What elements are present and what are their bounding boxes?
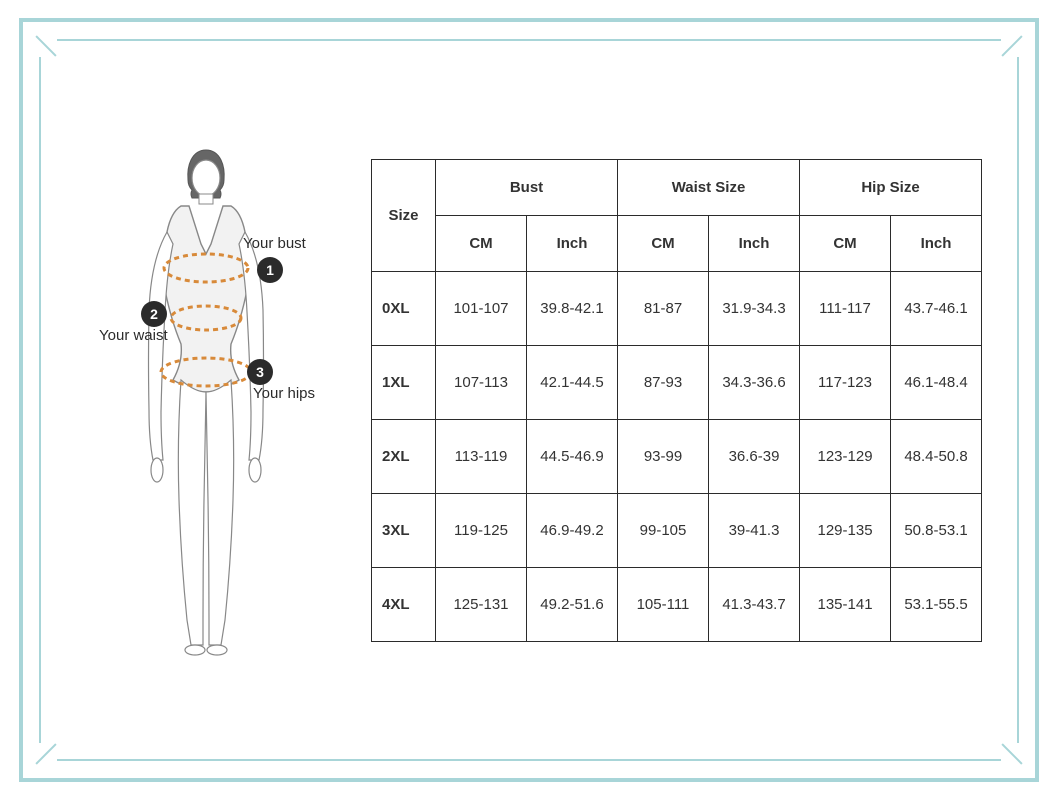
size-table-body: 0XL 101-107 39.8-42.1 81-87 31.9-34.3 11… [372, 271, 982, 641]
size-cell: 3XL [372, 493, 436, 567]
col-bust-header: Bust [436, 159, 618, 215]
data-cell: 31.9-34.3 [709, 271, 800, 345]
marker-3-number: 3 [256, 364, 264, 380]
data-cell: 50.8-53.1 [891, 493, 982, 567]
sub-inch: Inch [709, 215, 800, 271]
size-cell: 1XL [372, 345, 436, 419]
outer-frame: 1 Your bust 2 Your waist 3 Your hips [19, 18, 1039, 782]
marker-2-number: 2 [150, 306, 158, 322]
content-row: 1 Your bust 2 Your waist 3 Your hips [41, 41, 1017, 759]
data-cell: 44.5-46.9 [527, 419, 618, 493]
body-diagram: 1 Your bust 2 Your waist 3 Your hips [41, 41, 371, 759]
data-cell: 53.1-55.5 [891, 567, 982, 641]
data-cell: 81-87 [618, 271, 709, 345]
marker-1-number: 1 [266, 262, 274, 278]
marker-3: 3 [247, 359, 273, 385]
data-cell: 123-129 [800, 419, 891, 493]
marker-3-label: Your hips [253, 385, 315, 402]
data-cell: 39-41.3 [709, 493, 800, 567]
data-cell: 42.1-44.5 [527, 345, 618, 419]
sub-cm: CM [618, 215, 709, 271]
size-cell: 2XL [372, 419, 436, 493]
data-cell: 101-107 [436, 271, 527, 345]
table-row: 2XL 113-119 44.5-46.9 93-99 36.6-39 123-… [372, 419, 982, 493]
size-table-container: Size Bust Waist Size Hip Size CM Inch CM… [371, 159, 1017, 642]
size-cell: 0XL [372, 271, 436, 345]
marker-2: 2 [141, 301, 167, 327]
sub-cm: CM [800, 215, 891, 271]
inner-frame: 1 Your bust 2 Your waist 3 Your hips [39, 39, 1019, 761]
data-cell: 99-105 [618, 493, 709, 567]
data-cell: 111-117 [800, 271, 891, 345]
data-cell: 36.6-39 [709, 419, 800, 493]
data-cell: 41.3-43.7 [709, 567, 800, 641]
size-cell: 4XL [372, 567, 436, 641]
data-cell: 107-113 [436, 345, 527, 419]
data-cell: 48.4-50.8 [891, 419, 982, 493]
sub-inch: Inch [527, 215, 618, 271]
data-cell: 105-111 [618, 567, 709, 641]
data-cell: 49.2-51.6 [527, 567, 618, 641]
data-cell: 39.8-42.1 [527, 271, 618, 345]
marker-1: 1 [257, 257, 283, 283]
data-cell: 34.3-36.6 [709, 345, 800, 419]
data-cell: 43.7-46.1 [891, 271, 982, 345]
col-hip-header: Hip Size [800, 159, 982, 215]
marker-2-label: Your waist [99, 327, 168, 344]
table-row: 3XL 119-125 46.9-49.2 99-105 39-41.3 129… [372, 493, 982, 567]
data-cell: 46.1-48.4 [891, 345, 982, 419]
data-cell: 125-131 [436, 567, 527, 641]
table-row: 4XL 125-131 49.2-51.6 105-111 41.3-43.7 … [372, 567, 982, 641]
table-header-row-2: CM Inch CM Inch CM Inch [372, 215, 982, 271]
table-row: 0XL 101-107 39.8-42.1 81-87 31.9-34.3 11… [372, 271, 982, 345]
data-cell: 46.9-49.2 [527, 493, 618, 567]
sub-inch: Inch [891, 215, 982, 271]
marker-1-label: Your bust [243, 235, 306, 252]
data-cell: 117-123 [800, 345, 891, 419]
size-chart-table: Size Bust Waist Size Hip Size CM Inch CM… [371, 159, 982, 642]
data-cell: 129-135 [800, 493, 891, 567]
data-cell: 135-141 [800, 567, 891, 641]
col-waist-header: Waist Size [618, 159, 800, 215]
data-cell: 113-119 [436, 419, 527, 493]
data-cell: 119-125 [436, 493, 527, 567]
data-cell: 93-99 [618, 419, 709, 493]
data-cell: 87-93 [618, 345, 709, 419]
table-header-row-1: Size Bust Waist Size Hip Size [372, 159, 982, 215]
col-size-header: Size [372, 159, 436, 271]
table-row: 1XL 107-113 42.1-44.5 87-93 34.3-36.6 11… [372, 345, 982, 419]
sub-cm: CM [436, 215, 527, 271]
